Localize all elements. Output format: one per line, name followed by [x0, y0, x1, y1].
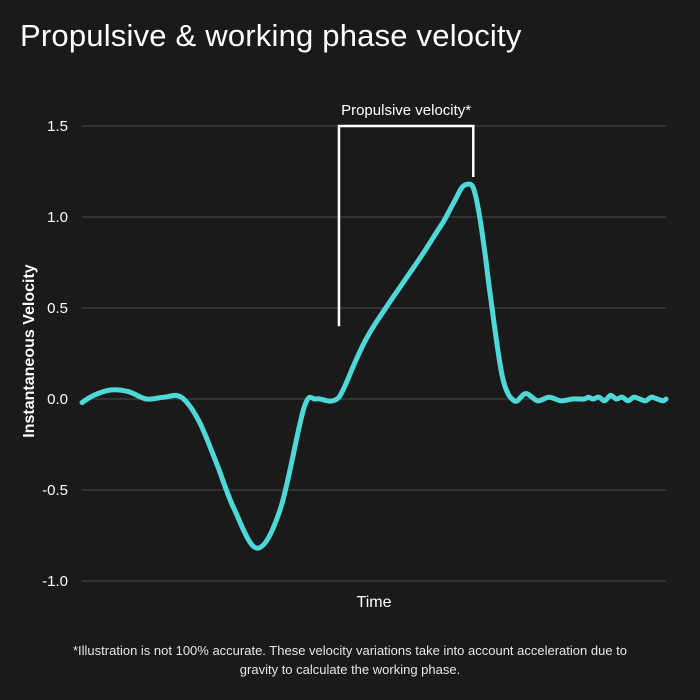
propulsive-bracket [337, 124, 475, 327]
x-axis-label: Time [356, 594, 392, 611]
chart-title: Propulsive & working phase velocity [20, 18, 522, 53]
propulsive-velocity-label: Propulsive velocity* [341, 102, 471, 119]
y-axis-label: Instantaneous Velocity [21, 264, 38, 438]
y-tick-label: 0.5 [47, 300, 68, 317]
y-tick-label: 1.5 [47, 118, 68, 135]
y-tick-label: -1.0 [42, 573, 68, 590]
y-tick-label: 0.0 [47, 391, 68, 408]
y-tick-label: 1.0 [47, 209, 68, 226]
y-tick-label: -0.5 [42, 482, 68, 499]
footnote: *Illustration is not 100% accurate. Thes… [72, 643, 628, 677]
velocity-line [79, 181, 669, 551]
